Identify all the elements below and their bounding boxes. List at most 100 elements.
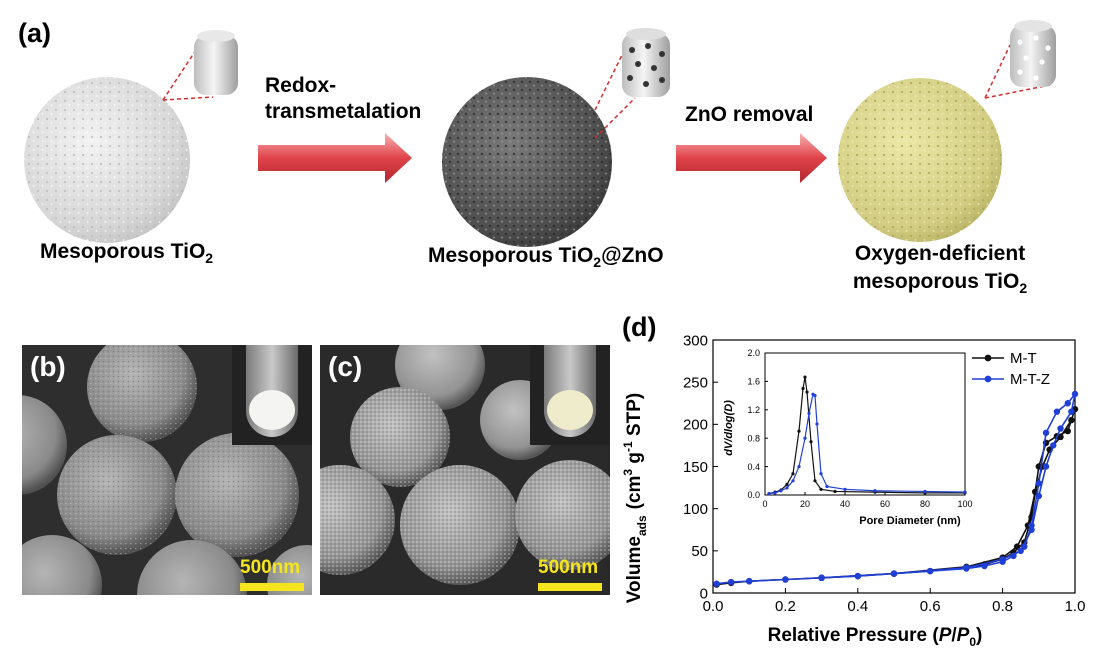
series-point-1 [1064, 400, 1071, 407]
sem-image-b: (b) 500nm [22, 345, 312, 595]
inset-y-tick-label: 0.8 [747, 433, 760, 443]
y-tick-label: 250 [683, 374, 708, 391]
series-point-1 [713, 580, 720, 587]
series-point-1 [981, 562, 988, 570]
step1-label: Redox- transmetalation [265, 74, 422, 123]
inset-y-tick-label: 0.4 [747, 462, 760, 472]
series-point-1 [854, 572, 861, 580]
series-point-1 [1053, 408, 1061, 415]
inset-series-point-1 [785, 486, 789, 490]
y-tick-label: 200 [683, 417, 708, 434]
legend-marker-1 [984, 375, 992, 383]
inset-series-point-1 [767, 491, 771, 496]
vial-photo-c [530, 345, 610, 445]
x-axis-label: Relative Pressure (P/P0) [768, 625, 983, 649]
inset-series-point-1 [819, 472, 823, 476]
series-point-1 [727, 578, 735, 586]
y-tick-label: 150 [683, 459, 708, 476]
inset-series-point-0 [791, 472, 795, 476]
inset-x-tick-label: 40 [840, 499, 850, 509]
inset-x-tick-label: 80 [920, 499, 930, 509]
inset-plot-frame [764, 352, 966, 496]
series-point-1 [1028, 526, 1035, 533]
x-tick-label: 0.2 [775, 598, 796, 615]
inset-series-point-1 [803, 436, 807, 440]
inset-series-point-1 [773, 491, 777, 495]
inset-y-tick-label: 1.6 [747, 377, 760, 387]
inset-x-tick-label: 0 [762, 499, 767, 509]
pore-cylinder-empty [194, 30, 238, 95]
inset-series-point-0 [803, 375, 807, 379]
series-point-1 [1050, 442, 1057, 449]
inset-series-point-0 [805, 390, 809, 394]
inset-series-point-0 [819, 487, 823, 491]
sem-image-c: (c) 500nm [320, 345, 610, 595]
x-tick-label: 1.0 [1065, 598, 1086, 615]
series-point-1 [963, 564, 970, 571]
inset-series-point-0 [801, 386, 805, 391]
x-tick-label: 0.8 [992, 598, 1013, 615]
panel-c-letter: (c) [328, 351, 363, 382]
inset-y-axis-label: dV/dlog(D) [723, 400, 735, 456]
y-tick-label: 0 [700, 585, 708, 602]
isotherm-chart: 0.0 0.2 0.4 0.6 0.8 1.0050100150200250300M-TM… [621, 332, 1086, 649]
series-point-1 [1057, 425, 1064, 432]
arrow-zno-removal [676, 133, 827, 183]
scalebar-b-label: 500nm [240, 557, 301, 578]
series-point-1 [1035, 480, 1042, 487]
inset-x-tick-label: 60 [880, 499, 890, 509]
series-point-1 [890, 570, 898, 577]
x-tick-label: 0.6 [920, 598, 941, 615]
inset-x-tick-label: 100 [957, 499, 972, 509]
y-axis-label: Volumeads(cm3 g-1 STP) [621, 393, 649, 604]
legend-marker-0 [984, 354, 992, 362]
inset-series-point-1 [779, 489, 783, 493]
legend-label-0: M-T [1010, 350, 1037, 367]
series-point-1 [1071, 390, 1079, 398]
scalebar-c [538, 583, 602, 591]
series-point-1 [1017, 547, 1024, 555]
inset-series-point-0 [797, 429, 801, 433]
scalebar-b [240, 583, 304, 591]
series-point-1 [782, 576, 789, 583]
step2-label: ZnO removal [685, 103, 814, 126]
caption-tio2-zno: Mesoporous TiO2@ZnO [428, 244, 664, 271]
inset-x-tick-label: 20 [800, 499, 810, 509]
x-tick-label: 0.0 [703, 598, 724, 615]
series-point-1 [999, 556, 1006, 563]
inset-y-tick-label: 0.0 [747, 490, 760, 500]
inset-x-axis-label: Pore Diameter (nm) [859, 515, 961, 527]
inset-series-point-1 [923, 489, 927, 494]
inset-series-line-0 [768, 377, 965, 495]
series-point-1 [1010, 552, 1017, 560]
inset-y-tick-label: 1.2 [747, 405, 760, 415]
inset-series-point-1 [873, 489, 877, 493]
series-point-0 [1064, 427, 1071, 435]
inset-series-point-1 [807, 411, 811, 415]
y-tick-label: 100 [683, 501, 708, 518]
caption-tio2: Mesoporous TiO2 [40, 240, 214, 267]
inset-series-point-1 [825, 484, 829, 489]
panel-a-illustration [24, 20, 1056, 247]
series-point-1 [1021, 543, 1028, 550]
sem-b-spheres [22, 345, 312, 595]
series-point-0 [1068, 416, 1075, 424]
inset-series-point-1 [963, 490, 967, 494]
series-point-1 [818, 574, 825, 582]
series-point-0 [1057, 433, 1064, 441]
caption-oxygen-deficient: Oxygen-deficient mesoporous TiO2 [852, 242, 1028, 297]
y-tick-label: 300 [683, 332, 708, 349]
legend-label-1: M-T-Z [1010, 371, 1050, 388]
inset-series-point-1 [797, 465, 801, 469]
inset-series-point-1 [843, 487, 847, 491]
series-point-1 [927, 567, 934, 575]
series-point-1 [1068, 408, 1075, 415]
inset-series-point-0 [813, 479, 817, 483]
inset-series-point-0 [785, 482, 789, 486]
panel-d-letter: (d) [622, 312, 657, 342]
series-point-1 [746, 577, 753, 585]
inset-y-tick-label: 2.0 [747, 348, 760, 358]
inset-series-point-1 [813, 394, 817, 398]
pore-cylinder-zno [622, 28, 670, 97]
scalebar-c-label: 500nm [538, 557, 599, 578]
